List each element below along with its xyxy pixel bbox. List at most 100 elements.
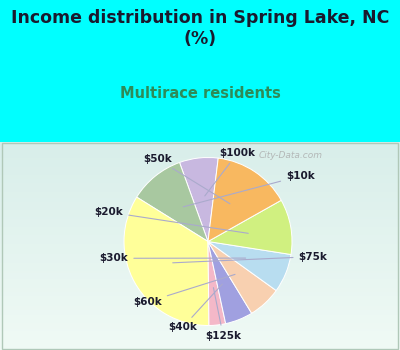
Bar [0,281,400,284]
Bar [0,256,400,258]
Bar [0,231,400,233]
Bar [0,198,400,200]
Bar [0,233,400,236]
Bar [0,173,400,175]
Bar [0,162,400,164]
Text: $125k: $125k [205,288,241,341]
Bar [0,246,400,248]
Bar [0,194,400,196]
Bar [0,227,400,229]
Bar [0,244,400,246]
Bar [0,317,400,319]
Bar [0,310,400,313]
Bar [0,240,400,242]
Bar [0,340,400,342]
Bar [0,210,400,212]
Bar [0,250,400,252]
Bar [0,273,400,275]
Bar [0,321,400,323]
Bar [0,202,400,204]
Bar [0,238,400,240]
Bar [0,175,400,177]
Text: City-Data.com: City-Data.com [258,151,322,160]
Bar [0,277,400,279]
Bar [0,204,400,206]
Bar [0,179,400,181]
Bar [0,171,400,173]
Bar [0,254,400,256]
Bar [0,319,400,321]
Bar [0,154,400,156]
Bar [0,177,400,179]
Bar [0,267,400,269]
Wedge shape [124,197,209,326]
Bar [0,289,400,292]
Bar [0,229,400,231]
Text: $30k: $30k [100,253,246,263]
Bar [0,348,400,350]
Bar [0,181,400,183]
Bar [0,262,400,265]
Bar [0,200,400,202]
Bar [0,164,400,167]
Text: Multirace residents: Multirace residents [120,86,280,101]
Bar [0,212,400,215]
Bar [0,335,400,337]
Text: $60k: $60k [133,274,235,307]
Bar [0,327,400,329]
Bar [0,142,400,144]
Text: $40k: $40k [168,284,222,332]
Bar [0,242,400,244]
Bar [0,304,400,306]
Text: $100k: $100k [205,148,256,196]
Bar [0,308,400,310]
Bar [0,146,400,148]
Bar [0,219,400,221]
Bar [0,223,400,225]
Bar [0,188,400,190]
Bar [0,302,400,304]
Bar [0,152,400,154]
Bar [0,342,400,344]
Wedge shape [208,241,252,324]
Bar [0,294,400,296]
Text: $75k: $75k [173,252,328,263]
Bar [0,217,400,219]
Bar [0,159,400,161]
Bar [0,225,400,227]
Bar [0,156,400,159]
Bar [0,279,400,281]
Wedge shape [208,158,281,242]
Bar [0,150,400,152]
Bar [0,161,400,162]
Bar [0,208,400,210]
Bar [0,323,400,325]
Bar [0,186,400,188]
Wedge shape [208,241,276,313]
Text: $20k: $20k [94,207,248,233]
Bar [0,292,400,294]
Bar [0,252,400,254]
Wedge shape [208,200,292,254]
Bar [0,221,400,223]
Bar [0,288,400,289]
Bar [0,298,400,300]
Wedge shape [208,241,291,290]
Bar [0,144,400,146]
Bar [0,325,400,327]
Bar [0,215,400,217]
Bar [0,337,400,340]
Bar [0,269,400,271]
Bar [0,260,400,262]
Bar [0,196,400,198]
Bar [0,300,400,302]
Text: Income distribution in Spring Lake, NC
(%): Income distribution in Spring Lake, NC (… [11,9,389,48]
Wedge shape [137,162,208,242]
Wedge shape [208,241,226,326]
Bar [0,265,400,267]
Text: $50k: $50k [143,154,230,204]
Bar [0,315,400,317]
Bar [0,313,400,315]
Bar [0,169,400,171]
Wedge shape [180,158,218,241]
